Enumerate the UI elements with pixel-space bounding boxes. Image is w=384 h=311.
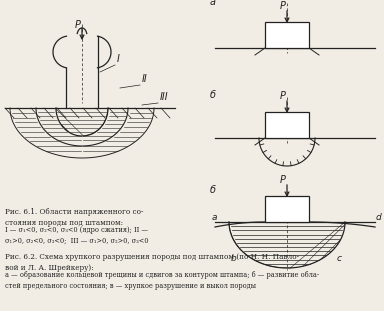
- Text: P: P: [75, 20, 81, 30]
- Text: I — σ₁<0, σ₂<0, σ₃<0 (ядро сжатия); II —
σ₁>0, σ₂<0, σ₃<0;  III — σ₁>0, σ₂>0, σ₃: I — σ₁<0, σ₂<0, σ₃<0 (ядро сжатия); II —…: [5, 226, 149, 245]
- Text: а — образование кольцевой трещины и сдвигов за контуром штампа; б — развитие обл: а — образование кольцевой трещины и сдви…: [5, 271, 319, 290]
- Text: P: P: [280, 91, 286, 101]
- Bar: [265, 112, 309, 138]
- Text: c: c: [337, 254, 342, 263]
- Text: I: I: [117, 54, 120, 64]
- Text: Рис. 6.1. Области напряженного со-
стояния породы под штампом:: Рис. 6.1. Области напряженного со- стоян…: [5, 208, 144, 227]
- Text: P: P: [280, 1, 286, 11]
- Text: III: III: [160, 92, 169, 102]
- Text: P: P: [280, 175, 286, 185]
- Text: a: a: [212, 213, 217, 222]
- Text: b: b: [231, 254, 237, 263]
- Text: d: d: [376, 213, 382, 222]
- Bar: [265, 22, 309, 48]
- Text: a: a: [210, 0, 216, 7]
- Text: Рис. 6.2. Схема хрупкого разрушения породы под штампом (по Н. Н. Павло-
вой и Л.: Рис. 6.2. Схема хрупкого разрушения поро…: [5, 253, 299, 272]
- Text: II: II: [142, 74, 148, 84]
- Text: б: б: [210, 90, 216, 100]
- Bar: [265, 196, 309, 222]
- Text: б: б: [210, 185, 216, 195]
